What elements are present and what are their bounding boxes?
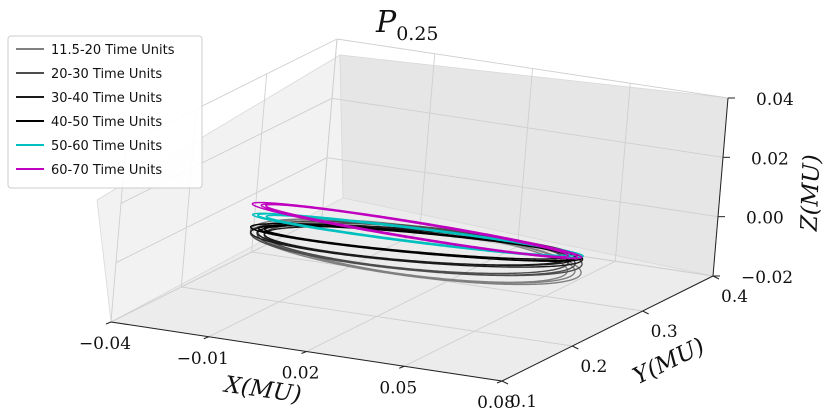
left-gridline-z [115,157,328,264]
back-gridline-x [419,53,436,232]
left-gridline-z [110,216,323,323]
y-tick-mark [501,380,509,385]
z-tick-label: 0.04 [756,90,794,110]
legend-entry-label: 60-70 Time Units [51,163,162,178]
x-tick-label: 0.05 [379,378,417,398]
ticks: −0.04 −0.01 0.02 0.05 0.080.1 0.2 0.3 0.4−0.02 0… [79,90,794,413]
back-gridline-z [336,38,729,99]
chart-title-main: P [375,5,397,40]
orbit-series-line [251,212,584,259]
y-tick-label: 0.1 [510,392,537,412]
x-tick-label: −0.04 [79,334,131,354]
floor-gridline-y [181,286,573,347]
y-tick-label: 0.4 [721,287,748,307]
z-axis-line [712,97,729,277]
legend-entry-label: 50-60 Time Units [51,139,162,154]
x-tick-label: −0.01 [177,349,229,369]
x-tick-mark [496,380,503,384]
back-gridline-x [517,68,533,247]
x-tick-mark [203,336,209,340]
axes-3d: −0.04 −0.01 0.02 0.05 0.080.1 0.2 0.3 0.4−0.02 0… [79,38,794,413]
left-gridline-y [321,38,338,218]
z-axis-label: Z(MU) [797,154,826,233]
legend-entry-label: 40-50 Time Units [51,115,162,130]
orbit-series-line [251,201,583,260]
back-gridline-x [614,83,631,262]
x-tick-label: 0.02 [282,364,320,384]
back-gridline-z [326,157,719,218]
y-tick-mark [572,345,579,350]
y-axis-line [501,275,714,382]
y-tick-label: 0.2 [580,357,607,377]
x-tick-mark [399,365,405,369]
chart-title: P0.25 [375,5,439,45]
y-tick-mark [642,310,649,315]
floor-gridline-x [404,260,616,367]
orbit-lines [249,201,584,286]
z-tick-label: 0.02 [751,149,789,169]
z-tick-label: 0.00 [746,209,784,229]
z-tick-label: −0.02 [741,268,793,288]
legend: 11.5-20 Time Units 20-30 Time Units 30-40 … [7,35,203,189]
orbit-series-line [249,222,583,262]
legend-entry-label: 11.5-20 Time Units [51,43,175,58]
x-tick-mark [105,321,112,325]
y-tick-label: 0.3 [651,322,678,342]
legend-entry-label: 20-30 Time Units [51,67,162,82]
chart-title-subscript: 0.25 [396,23,438,45]
back-gridline-z [331,97,724,158]
x-tick-mark [301,351,307,354]
legend-box [7,35,203,189]
floor-gridline-y [251,251,643,312]
left-gridline-y [251,73,268,253]
x-tick-label: 0.08 [477,393,515,413]
legend-entry-label: 30-40 Time Units [51,91,162,106]
